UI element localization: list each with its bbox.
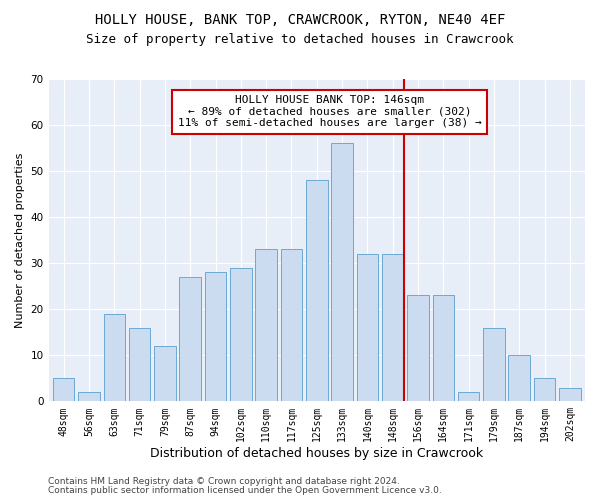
X-axis label: Distribution of detached houses by size in Crawcrook: Distribution of detached houses by size … [150,447,484,460]
Bar [78,392,100,402]
Y-axis label: Number of detached properties: Number of detached properties [15,152,25,328]
Bar [256,250,277,402]
Text: HOLLY HOUSE, BANK TOP, CRAWCROOK, RYTON, NE40 4EF: HOLLY HOUSE, BANK TOP, CRAWCROOK, RYTON,… [95,12,505,26]
Text: Size of property relative to detached houses in Crawcrook: Size of property relative to detached ho… [86,32,514,46]
Bar [331,144,353,402]
Bar [407,296,429,402]
Bar [382,254,403,402]
Text: HOLLY HOUSE BANK TOP: 146sqm
← 89% of detached houses are smaller (302)
11% of s: HOLLY HOUSE BANK TOP: 146sqm ← 89% of de… [178,95,481,128]
Bar [483,328,505,402]
Bar [104,314,125,402]
Bar [205,272,226,402]
Bar [306,180,328,402]
Bar [53,378,74,402]
Bar [129,328,151,402]
Bar [458,392,479,402]
Bar [154,346,176,402]
Bar [230,268,251,402]
Bar [179,277,201,402]
Bar [534,378,555,402]
Bar [356,254,378,402]
Bar [433,296,454,402]
Bar [559,388,581,402]
Text: Contains HM Land Registry data © Crown copyright and database right 2024.: Contains HM Land Registry data © Crown c… [48,477,400,486]
Bar [508,356,530,402]
Bar [281,250,302,402]
Text: Contains public sector information licensed under the Open Government Licence v3: Contains public sector information licen… [48,486,442,495]
